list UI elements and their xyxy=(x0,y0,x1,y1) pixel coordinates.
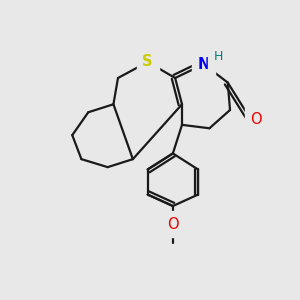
Text: S: S xyxy=(142,55,153,70)
Text: O: O xyxy=(167,217,179,232)
Text: O: O xyxy=(250,112,262,127)
Text: H: H xyxy=(214,50,223,63)
Text: N: N xyxy=(197,57,210,72)
